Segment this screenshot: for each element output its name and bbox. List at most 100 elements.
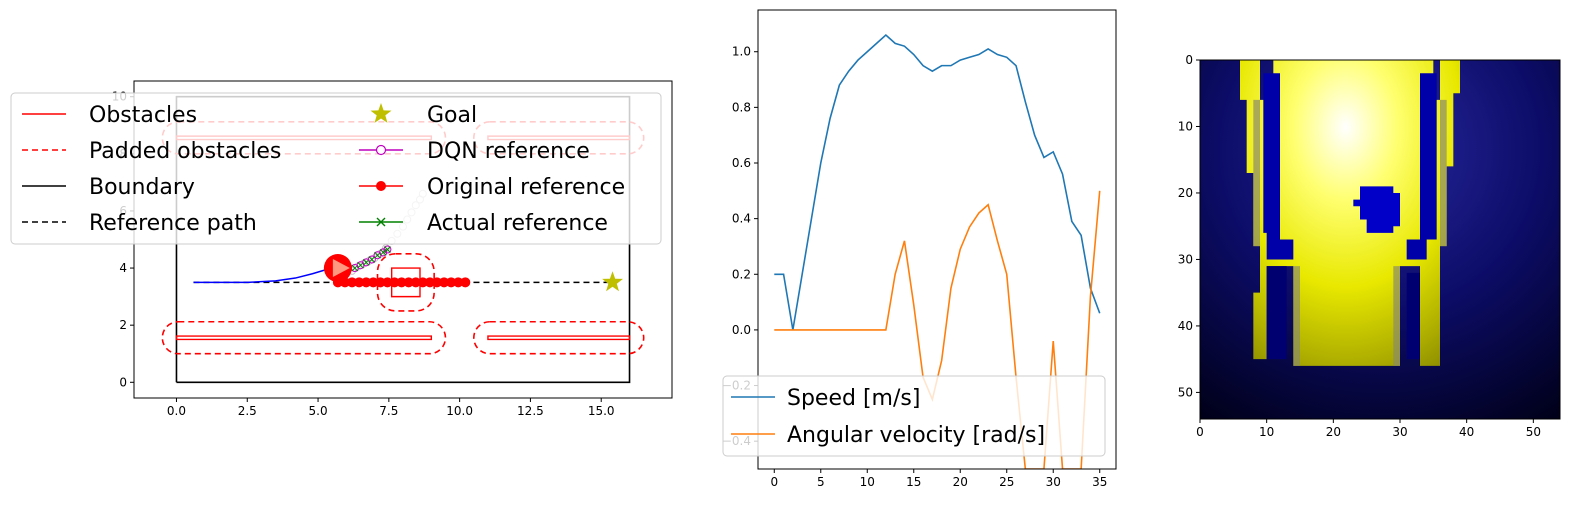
original-reference-point — [396, 277, 407, 288]
heatmap-axes-frame — [1199, 59, 1561, 420]
original-reference-point — [403, 277, 414, 288]
y-tick-label: 20 — [1178, 186, 1193, 200]
obstacle — [390, 267, 421, 298]
heatmap-center-obstacle — [1353, 186, 1400, 233]
legend-label: Actual reference — [427, 211, 608, 236]
heatmap-y-ticks: 0 10 20 30 40 50 — [1178, 53, 1200, 399]
y-tick-label: 4 — [119, 261, 127, 275]
legend-label: DQN reference — [427, 139, 590, 164]
padded-obstacle — [376, 252, 435, 312]
x-tick-label: 30 — [1046, 475, 1061, 489]
heatmap-edge — [1393, 266, 1400, 366]
y-tick-label: 0 — [1185, 53, 1193, 67]
x-tick-label: 15.0 — [588, 404, 615, 418]
y-tick-label: 2 — [119, 318, 127, 332]
original-reference-point — [417, 277, 428, 288]
velocity-axes-frame — [757, 9, 1117, 470]
x-tick-label: 12.5 — [517, 404, 544, 418]
heatmap-obstacle-left — [1263, 73, 1294, 260]
x-tick-label: 25 — [999, 475, 1014, 489]
legend-label: Goal — [427, 103, 477, 128]
x-tick-label: 20 — [1326, 425, 1341, 439]
y-tick-label: 30 — [1178, 252, 1193, 266]
heatmap-x-ticks: 0 10 20 30 40 50 — [1196, 419, 1541, 439]
original-reference-point — [347, 277, 358, 288]
y-tick-label: 0.0 — [732, 323, 751, 337]
original-reference-point — [361, 277, 372, 288]
x-tick-label: 30 — [1392, 425, 1407, 439]
heatmap-panel: 0 10 20 30 40 50 0 10 20 30 40 50 — [1178, 53, 1561, 439]
obstacle — [487, 335, 631, 341]
actual-reference-x — [379, 248, 387, 256]
x-tick-label: 35 — [1092, 475, 1107, 489]
trajectory-x-ticks: 0.0 2.5 5.0 7.5 10.0 12.5 15.0 — [167, 398, 615, 418]
original-reference-point — [446, 277, 457, 288]
original-reference-point — [368, 277, 379, 288]
x-tick-label: 0 — [770, 475, 778, 489]
series-line — [774, 33, 1101, 331]
x-tick-label: 10.0 — [446, 404, 473, 418]
legend-frame — [722, 375, 1106, 457]
legend-frame — [10, 92, 662, 245]
legend-label: Boundary — [89, 175, 195, 200]
actual-reference-circle — [367, 255, 376, 264]
y-tick-label: 0.2 — [732, 267, 751, 281]
x-tick-label: 2.5 — [238, 404, 257, 418]
actual-reference-circle — [379, 248, 388, 257]
actual-reference-x — [384, 246, 391, 253]
legend-label: Padded obstacles — [89, 139, 281, 164]
original-reference-point — [382, 277, 393, 288]
y-tick-label: 10 — [1178, 119, 1193, 133]
padded-obstacle — [472, 320, 645, 355]
legend-handle-marker — [375, 144, 387, 156]
x-tick-label: 10 — [860, 475, 875, 489]
legend-handle-marker — [376, 181, 386, 191]
legend-label: Original reference — [427, 175, 625, 200]
x-tick-label: 0.0 — [167, 404, 186, 418]
x-tick-label: 15 — [906, 475, 921, 489]
x-tick-label: 7.5 — [379, 404, 398, 418]
x-tick-label: 50 — [1526, 425, 1541, 439]
original-reference-point — [389, 277, 400, 288]
robot-heading-marker — [332, 259, 350, 278]
obstacle — [175, 335, 433, 341]
x-tick-label: 20 — [953, 475, 968, 489]
legend-label: Obstacles — [89, 103, 197, 128]
x-tick-label: 10 — [1259, 425, 1274, 439]
legend-handle-star — [370, 103, 392, 123]
actual-reference-circle — [383, 245, 392, 254]
y-tick-label: 0.8 — [732, 100, 751, 114]
x-tick-label: 40 — [1459, 425, 1474, 439]
heatmap-edge — [1293, 266, 1300, 366]
legend-handle-marker — [376, 217, 386, 227]
y-tick-label: 40 — [1178, 319, 1193, 333]
heatmap-obstacle-bottom-right — [1406, 272, 1420, 360]
legend-label: Speed [m/s] — [787, 386, 920, 411]
original-reference-point — [431, 277, 442, 288]
legend-label: Reference path — [89, 211, 257, 236]
x-tick-label: 5.0 — [309, 404, 328, 418]
goal-star — [602, 271, 623, 292]
original-reference-point — [439, 277, 450, 288]
padded-obstacle — [161, 320, 447, 355]
trajectory-panel: 0.02.55.07.510.012.515.0 0246810 Obstacl… — [10, 80, 673, 418]
heatmap-image — [1200, 60, 1560, 419]
original-reference-point — [460, 277, 471, 288]
heatmap-edge — [1253, 99, 1260, 247]
original-reference-point — [354, 277, 365, 288]
y-tick-label: 0.6 — [732, 156, 751, 170]
actual-reference-x — [368, 256, 376, 263]
velocity-x-ticks: 0 5 10 15 20 25 30 35 — [770, 469, 1107, 489]
legend-label: Angular velocity [rad/s] — [787, 423, 1045, 448]
heatmap-edge — [1440, 99, 1447, 247]
y-tick-label: 0.4 — [732, 212, 751, 226]
x-tick-label: 0 — [1196, 425, 1204, 439]
original-reference-point — [410, 277, 421, 288]
original-reference-point — [375, 277, 386, 288]
heatmap-obstacle-right — [1406, 73, 1437, 260]
heatmap-obstacle-bottom-left — [1266, 266, 1287, 360]
x-tick-label: 5 — [817, 475, 825, 489]
original-reference-point — [453, 277, 464, 288]
